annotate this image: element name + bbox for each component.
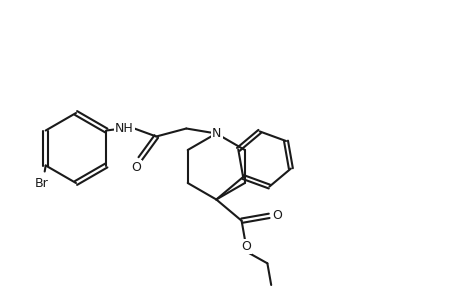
Text: N: N xyxy=(212,127,222,140)
Text: NH: NH xyxy=(115,122,134,135)
Text: O: O xyxy=(272,209,281,222)
Text: O: O xyxy=(241,240,250,253)
Text: Br: Br xyxy=(35,177,49,190)
Text: O: O xyxy=(131,161,141,174)
Text: N: N xyxy=(211,127,220,140)
